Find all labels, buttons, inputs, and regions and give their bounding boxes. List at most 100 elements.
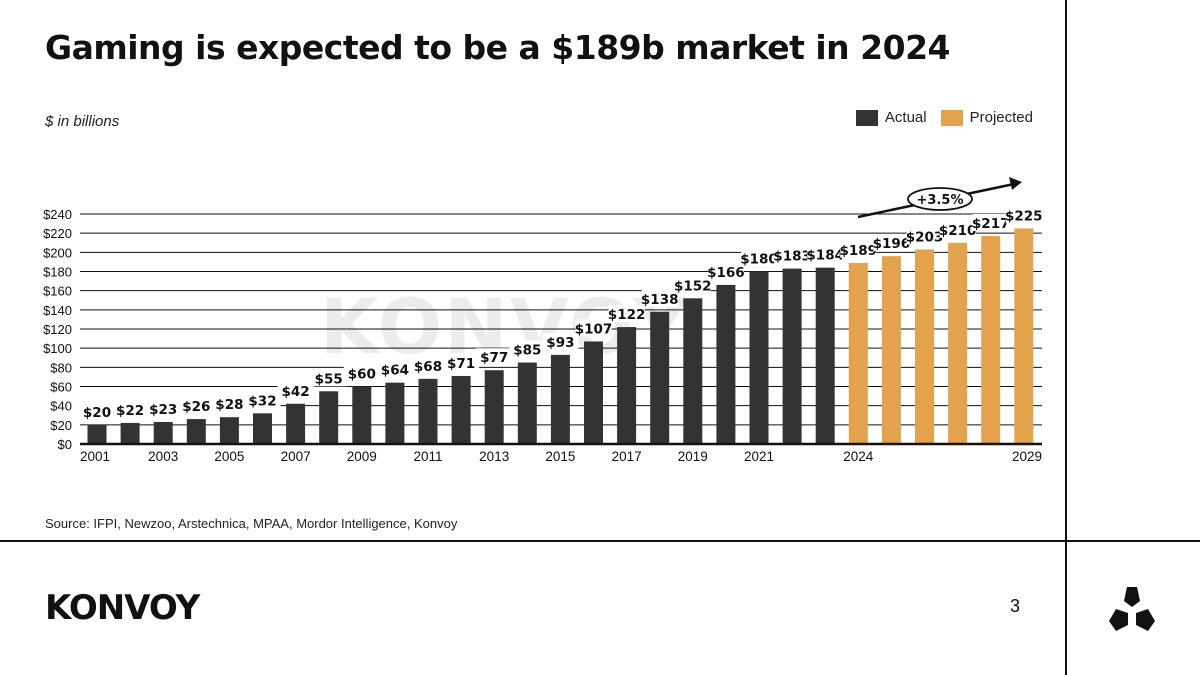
data-label-bg [707,262,744,280]
growth-arrow-head-icon [1009,177,1022,190]
data-label: $203 [906,229,944,245]
data-label-bg [939,220,976,238]
x-tick-label: 2001 [80,449,110,464]
data-label-bg [674,276,711,294]
y-tick-label: $60 [50,380,72,395]
data-label-bg [972,214,1009,232]
data-label-bg [774,246,811,264]
data-label: $64 [381,363,409,379]
data-label-bg [873,234,910,252]
konvoy-mark-icon [1109,587,1155,631]
y-tick-label: $40 [50,399,72,414]
data-label: $20 [83,405,111,421]
data-label: $22 [116,403,144,419]
data-label-bg [641,289,678,307]
data-label: $26 [182,399,210,415]
y-tick-label: $20 [50,418,72,433]
data-label-bg [608,305,645,323]
bar-actual [451,375,471,444]
chart-unit-label: $ in billions [45,113,120,130]
brand-logo: KONVOY [45,588,200,628]
data-label: $85 [513,343,541,359]
legend-label-actual: Actual [884,109,927,126]
y-tick-label: $120 [43,322,72,337]
x-tick-label: 2011 [413,449,442,464]
y-tick-label: $220 [43,226,72,241]
data-label-bg [310,369,347,387]
data-label-bg [343,364,380,382]
bar-actual [352,386,372,444]
data-label-bg [509,340,546,358]
data-label-bg [410,356,446,374]
growth-annotation-oval [907,187,973,211]
data-label: $225 [1005,208,1043,224]
page-number: 3 [1010,596,1021,616]
data-label: $217 [972,216,1010,232]
data-label: $183 [773,249,811,265]
data-label: $184 [806,248,844,264]
data-label: $68 [414,359,442,375]
chart-legend: Actual Projected [842,109,1033,126]
x-tick-label: 2005 [214,449,244,464]
bar-actual [716,284,736,444]
legend-item-actual: Actual [855,109,927,126]
bar-actual [253,413,272,444]
bar-actual [418,378,438,444]
data-label: $122 [608,307,646,323]
bar-actual [153,421,173,444]
data-label: $23 [149,402,177,418]
x-tick-label: 2013 [479,449,509,464]
bar-actual [87,424,107,444]
bar-actual [550,354,570,444]
legend-swatch-projected [940,109,963,126]
data-label-bg [741,249,777,267]
bar-projected [915,249,934,444]
y-tick-label: $200 [43,245,72,260]
data-label: $55 [315,371,343,387]
bar-actual [186,419,206,444]
data-label: $152 [674,278,712,294]
x-tick-label: 2007 [281,449,311,464]
data-label-bg [178,397,215,415]
vertical-divider [1065,0,1067,675]
data-label: $28 [215,397,243,413]
bar-actual [286,403,306,444]
bar-actual [517,362,537,444]
data-label: $32 [248,393,276,409]
source-note: Source: IFPI, Newzoo, Arstechnica, MPAA,… [45,516,458,531]
data-label: $107 [575,321,613,337]
data-label-bg [807,245,844,263]
legend-label-projected: Projected [969,109,1033,126]
bar-actual [219,417,239,444]
y-tick-label: $100 [43,341,72,356]
data-label: $77 [480,350,508,366]
y-tick-label: $0 [58,437,72,452]
data-label-bg [906,227,943,245]
data-label-bg [443,353,480,371]
data-label-bg [79,402,115,420]
x-tick-label: 2017 [612,449,642,464]
y-tick-label: $160 [43,284,72,299]
data-label-bg [112,400,149,418]
bar-projected [948,242,968,444]
data-label: $196 [873,236,911,252]
data-label-bg [211,395,248,413]
page-title: Gaming is expected to be a $189b market … [45,28,951,67]
legend-swatch-actual [855,109,878,126]
data-label-bg [840,240,877,258]
bar-actual [815,267,835,444]
data-label: $189 [840,243,878,259]
bar-actual [484,370,504,444]
bar-actual [319,391,339,444]
data-label: $93 [546,335,574,351]
bar-actual [584,341,603,444]
x-tick-label: 2029 [1012,449,1042,464]
horizontal-divider [0,540,1200,542]
bar-actual [650,311,670,444]
growth-annotation-label: +3.5% [917,193,964,208]
bar-actual [749,271,769,444]
data-label-bg [575,319,612,337]
data-label-bg [244,391,281,409]
y-tick-label: $140 [43,303,72,318]
data-label: $180 [740,252,778,268]
